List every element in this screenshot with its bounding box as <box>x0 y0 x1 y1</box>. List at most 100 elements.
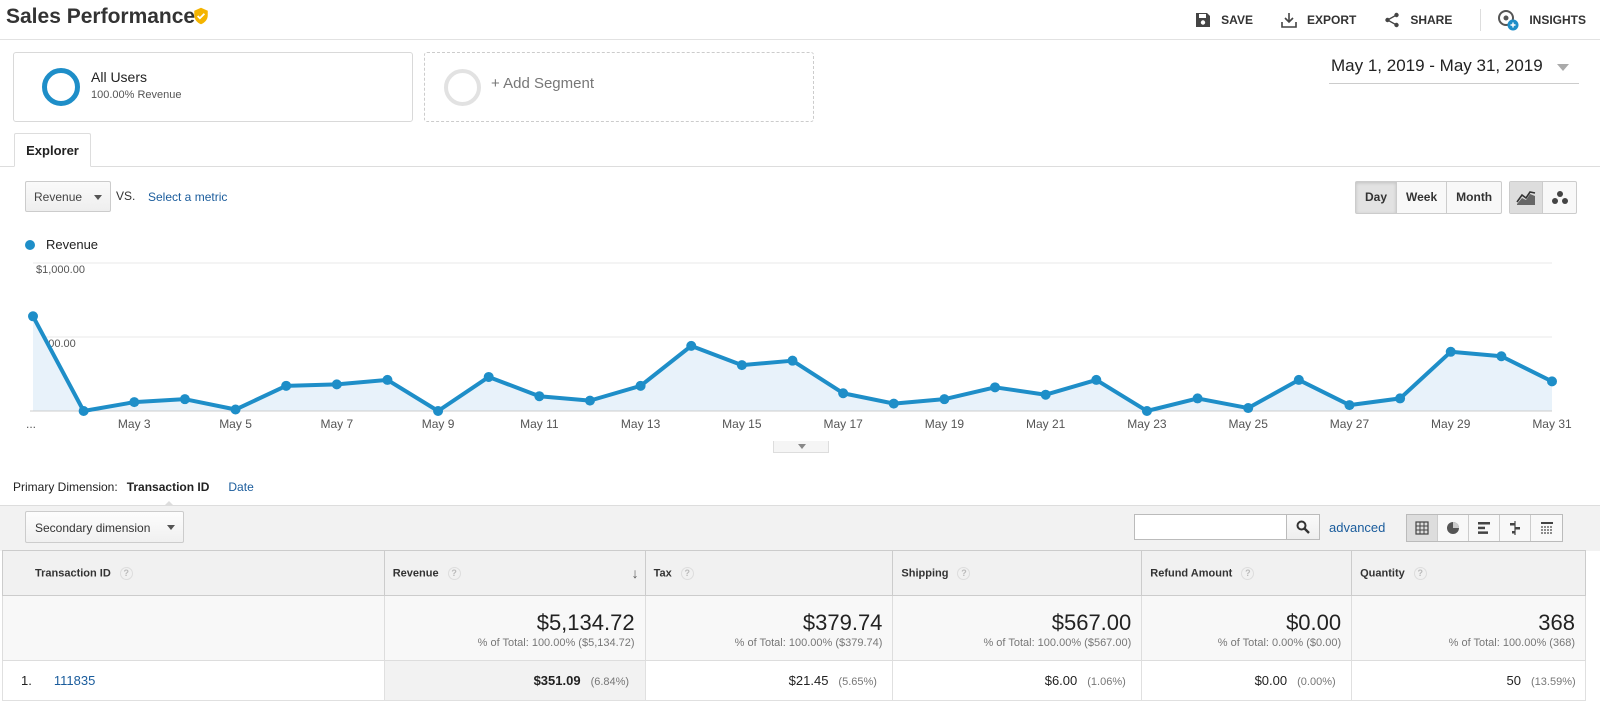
x-tick-label: ... <box>26 417 36 431</box>
export-button[interactable]: EXPORT <box>1281 12 1356 28</box>
table-search-input[interactable] <box>1134 514 1287 540</box>
action-divider <box>1480 9 1482 31</box>
tab-explorer[interactable]: Explorer <box>14 133 91 167</box>
total-value: $0.00 <box>1286 610 1342 635</box>
table-row: 1. 111835 $351.09 (6.84%) $21.45 (5.65%) $6… <box>2 660 1586 701</box>
data-point <box>483 371 494 382</box>
totals-row: $5,134.72 % of Total: 100.00% ($5,134.72)… <box>2 595 1586 661</box>
sort-descending-icon: ↓ <box>631 565 639 581</box>
save-icon <box>1196 13 1211 27</box>
column-header-label: Tax <box>653 566 672 579</box>
x-tick-label: May 23 <box>1127 417 1167 431</box>
pie-chart-icon <box>1447 522 1459 534</box>
data-point <box>736 360 747 371</box>
help-icon[interactable]: ? <box>447 566 461 580</box>
primary-dimension-label: Primary Dimension: <box>13 480 118 494</box>
search-button[interactable] <box>1287 514 1320 540</box>
data-point <box>281 380 292 391</box>
x-tick-label: May 17 <box>823 417 863 431</box>
total-percent: % of Total: 100.00% ($379.74) <box>734 637 883 649</box>
select-metric-link[interactable]: Select a metric <box>148 190 228 204</box>
insights-button[interactable]: INSIGHTS <box>1497 9 1586 31</box>
performance-view-button[interactable] <box>1469 515 1500 541</box>
empty-segment-ring-icon <box>444 69 481 106</box>
cell-percent: (0.00%) <box>1297 676 1336 688</box>
x-tick-label: May 3 <box>118 417 151 431</box>
total-value: $379.74 <box>802 610 883 635</box>
y-tick-label: $1,000.00 <box>36 264 85 276</box>
refund-cell: $0.00 (0.00%) <box>1141 660 1353 701</box>
total-value: 368 <box>1538 610 1575 635</box>
column-header-label: Shipping <box>901 566 949 579</box>
cell-percent: (6.84%) <box>590 676 630 688</box>
column-header-label: Transaction ID <box>35 566 111 579</box>
segment-detail: 100.00% Revenue <box>91 89 182 101</box>
cell-value: $0.00 <box>1254 673 1288 688</box>
column-header-transaction-id[interactable]: Transaction ID? <box>2 550 385 596</box>
table-header-row: Transaction ID? Revenue? ↓ Tax? Shipping?… <box>2 550 1586 596</box>
data-point <box>888 398 899 409</box>
add-segment-button[interactable]: + Add Segment <box>424 52 814 122</box>
x-tick-label: May 5 <box>219 417 252 431</box>
comparison-view-button[interactable] <box>1500 515 1531 541</box>
total-percent: % of Total: 100.00% (368) <box>1448 637 1575 649</box>
segment-all-users[interactable]: All Users 100.00% Revenue <box>13 52 413 122</box>
data-point <box>635 380 646 391</box>
x-tick-label: May 21 <box>1026 417 1066 431</box>
pivot-view-button[interactable] <box>1531 515 1562 541</box>
help-icon[interactable]: ? <box>680 566 694 580</box>
motion-chart-button[interactable] <box>1543 182 1576 213</box>
pie-view-button[interactable] <box>1438 515 1469 541</box>
date-range-picker[interactable]: May 1, 2019 - May 31, 2019 <box>1329 52 1579 84</box>
x-tick-label: May 11 <box>520 417 559 431</box>
verified-badge-icon <box>194 7 208 25</box>
column-header-tax[interactable]: Tax? <box>644 550 894 596</box>
primary-dimension-transaction-id[interactable]: Transaction ID <box>126 480 210 494</box>
data-point <box>78 406 89 416</box>
add-segment-label: + Add Segment <box>491 75 594 92</box>
help-icon[interactable]: ? <box>1241 566 1255 580</box>
export-label: EXPORT <box>1306 13 1357 27</box>
cell-value: $21.45 <box>788 673 829 688</box>
x-tick-label: May 9 <box>422 417 455 431</box>
chart-collapse-handle[interactable] <box>773 441 829 453</box>
column-header-quantity[interactable]: Quantity? <box>1351 550 1586 596</box>
column-header-refund-amount[interactable]: Refund Amount? <box>1141 550 1353 596</box>
total-percent: % of Total: 100.00% ($567.00) <box>983 637 1132 649</box>
share-button[interactable]: SHARE <box>1384 12 1452 28</box>
help-icon[interactable]: ? <box>119 566 133 580</box>
data-point <box>1293 374 1304 385</box>
pivot-icon <box>1540 522 1553 534</box>
data-point <box>1141 406 1152 416</box>
primary-dimension-date[interactable]: Date <box>228 480 254 494</box>
column-header-shipping[interactable]: Shipping? <box>892 550 1143 596</box>
total-shipping-cell: $567.00 % of Total: 100.00% ($567.00) <box>892 595 1143 661</box>
line-chart-button[interactable] <box>1510 182 1544 213</box>
data-point <box>230 404 241 415</box>
x-tick-label: May 19 <box>925 417 965 431</box>
advanced-filter-link[interactable]: advanced <box>1329 520 1386 535</box>
period-week-button[interactable]: Week <box>1397 182 1448 213</box>
metric-dropdown[interactable]: Revenue <box>25 181 111 212</box>
period-month-button[interactable]: Month <box>1456 190 1493 204</box>
page-title: Sales Performance <box>6 5 196 28</box>
line-chart-icon <box>1516 190 1536 205</box>
data-point <box>1547 376 1557 387</box>
vs-label: VS. <box>116 189 136 203</box>
column-header-revenue[interactable]: Revenue? ↓ <box>383 550 646 596</box>
segment-name: All Users <box>91 69 148 85</box>
data-table-view-button[interactable] <box>1407 515 1438 541</box>
transaction-id-link[interactable]: 111835 <box>53 673 96 688</box>
x-tick-label: May 27 <box>1330 417 1370 431</box>
period-day-button[interactable]: Day <box>1356 182 1398 213</box>
revenue-cell: $351.09 (6.84%) <box>383 660 646 701</box>
help-icon[interactable]: ? <box>957 566 971 580</box>
help-icon[interactable]: ? <box>1413 566 1427 580</box>
data-point <box>129 397 140 408</box>
data-point <box>1243 403 1254 414</box>
save-button[interactable]: SAVE <box>1195 12 1253 28</box>
legend-label: Revenue <box>46 237 99 252</box>
secondary-dimension-dropdown[interactable]: Secondary dimension <box>25 511 184 543</box>
data-point <box>331 379 342 390</box>
transaction-id-cell: 1. 111835 <box>2 660 385 701</box>
